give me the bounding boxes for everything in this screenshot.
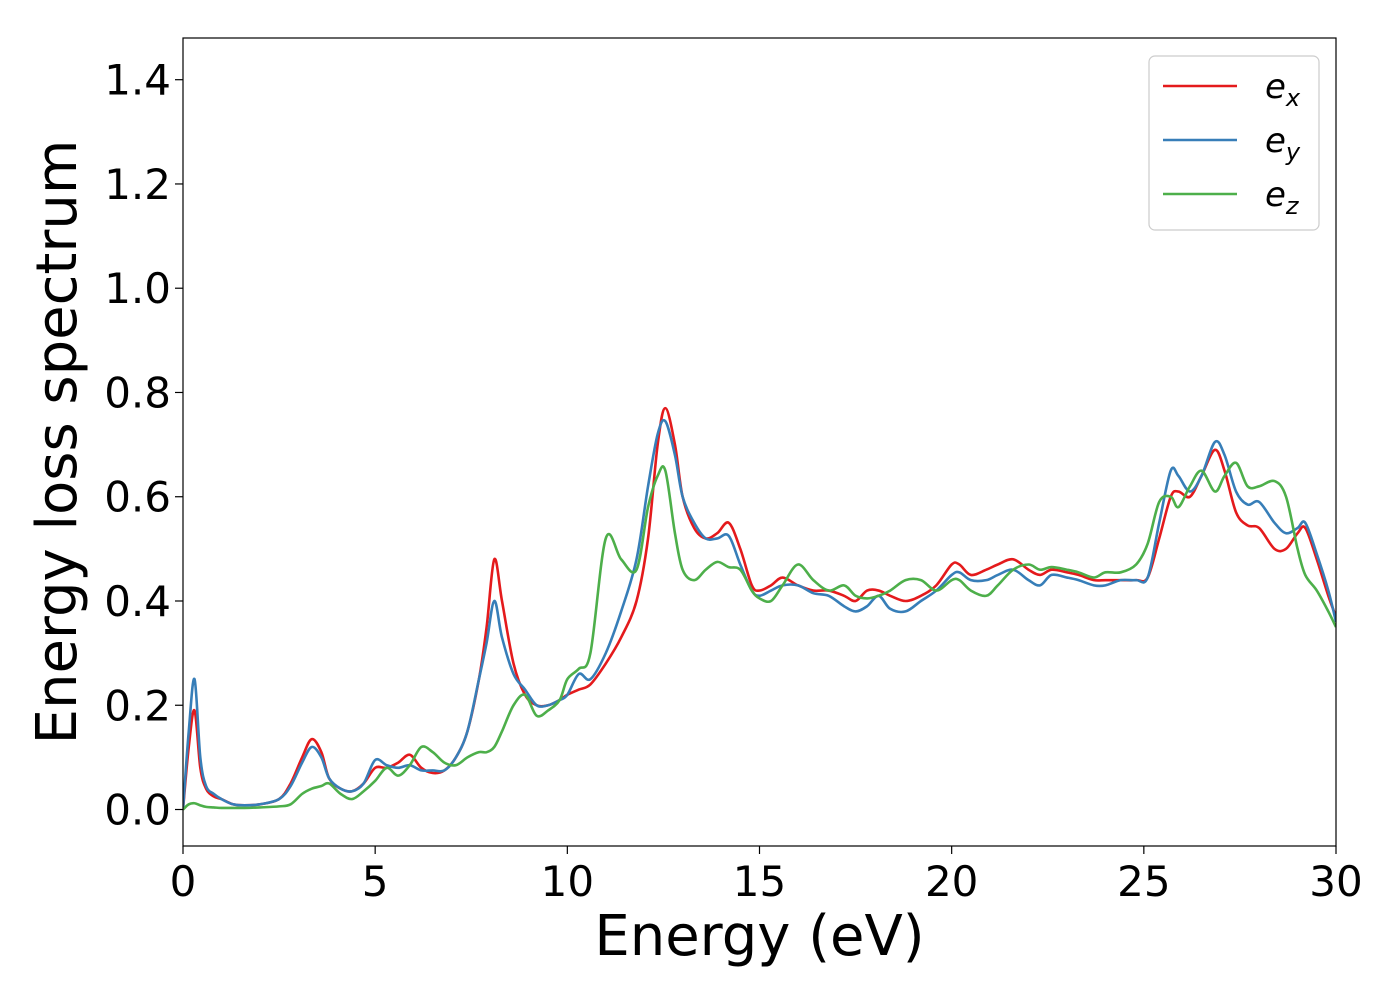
y-axis-title: Energy loss spectrum — [25, 140, 90, 745]
y-tick-label: 1.0 — [104, 264, 171, 313]
x-tick-label: 0 — [170, 857, 197, 906]
y-tick-label: 0.0 — [104, 786, 171, 835]
series-layer — [183, 406, 1336, 811]
x-tick-label: 30 — [1309, 857, 1362, 906]
x-axis-title: Energy (eV) — [594, 904, 924, 969]
legend-label-y: ey — [1265, 121, 1301, 166]
x-tick-label: 15 — [733, 857, 786, 906]
y-tick-label: 0.2 — [104, 681, 171, 730]
x-tick-label: 10 — [541, 857, 594, 906]
legend: ex ey ez — [1148, 55, 1320, 231]
x-tick-label: 20 — [925, 857, 978, 906]
legend-box — [1148, 55, 1320, 231]
legend-label-x: ex — [1265, 67, 1301, 112]
series-line-y — [183, 418, 1336, 810]
y-tick-label: 0.4 — [104, 577, 171, 626]
series-line-z — [183, 461, 1336, 811]
ticks-layer: 0 5 10 15 20 25 30 0.0 0.2 0.4 0.6 0.8 1.0 1.2 1.4 — [104, 56, 1363, 906]
y-tick-label: 1.4 — [104, 56, 171, 105]
y-tick-label: 0.6 — [104, 473, 171, 522]
legend-label-z: ez — [1265, 175, 1300, 220]
y-tick-label: 0.8 — [104, 368, 171, 417]
x-tick-label: 25 — [1117, 857, 1170, 906]
y-tick-label: 1.2 — [104, 160, 171, 209]
x-tick-label: 5 — [362, 857, 389, 906]
